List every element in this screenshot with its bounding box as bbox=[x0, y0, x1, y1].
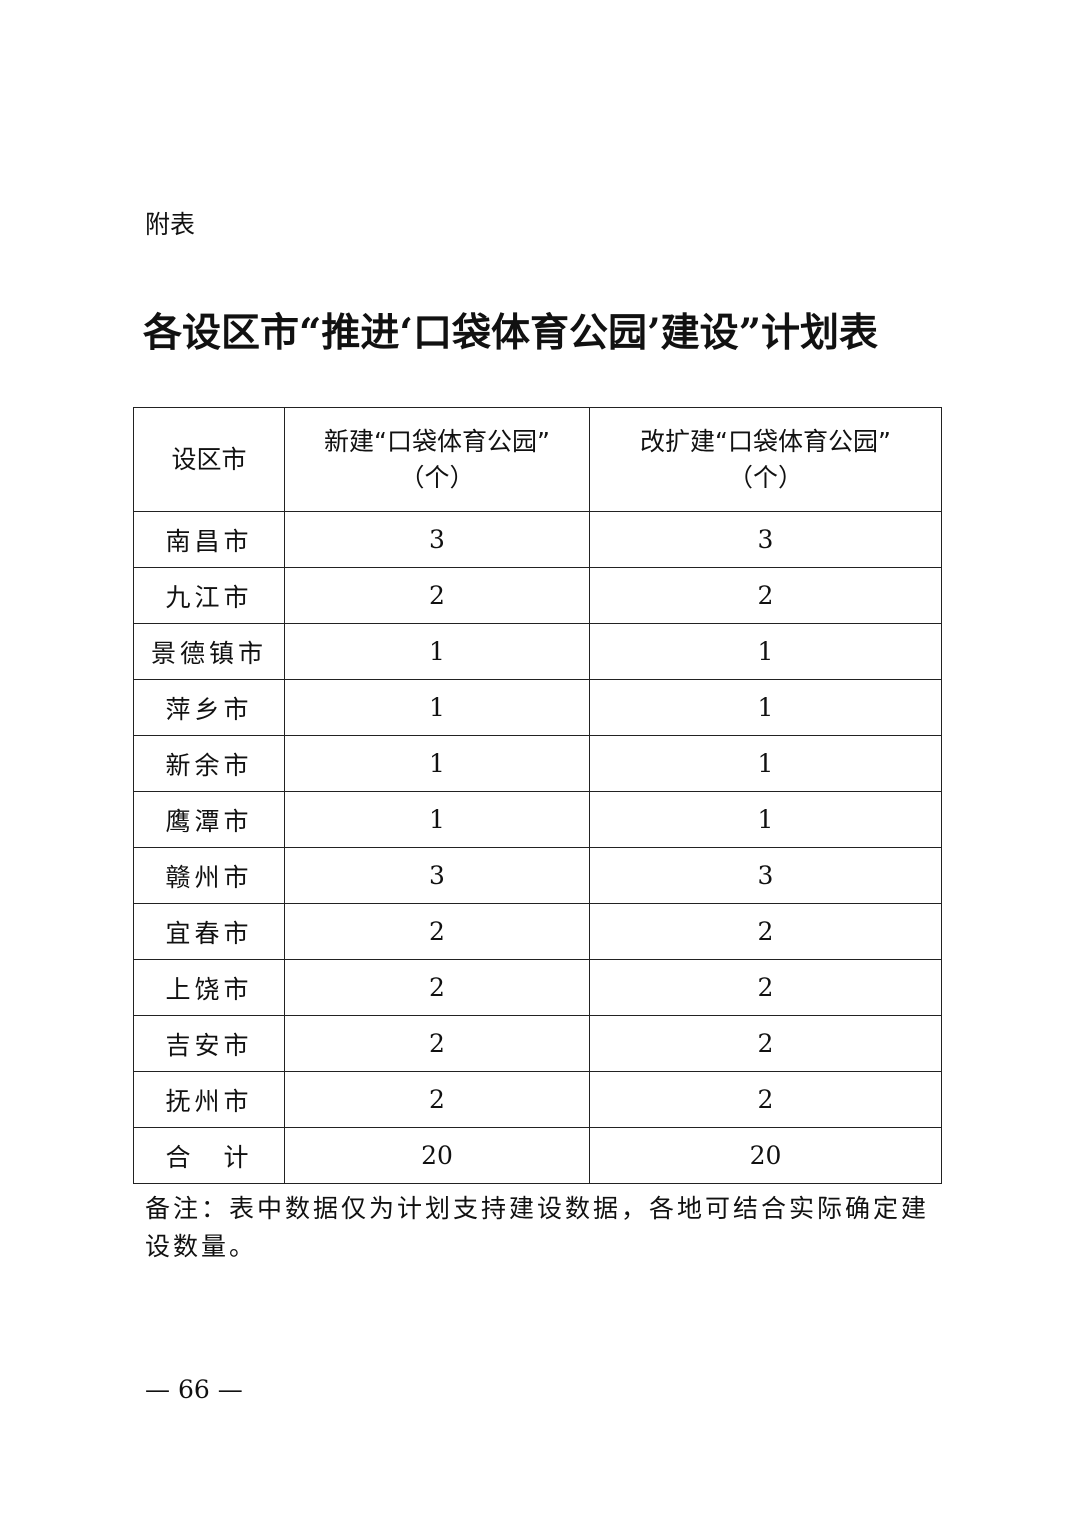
city-cell: 鹰潭市 bbox=[133, 791, 285, 848]
header-expand: 改扩建“口袋体育公园” （个） bbox=[589, 407, 942, 512]
new-count-cell: 2 bbox=[284, 567, 590, 624]
expand-count-cell: 1 bbox=[589, 679, 942, 736]
expand-count-cell: 2 bbox=[589, 567, 942, 624]
header-text: 设区市 bbox=[171, 444, 247, 474]
expand-count-cell: 1 bbox=[589, 791, 942, 848]
expand-count-cell: 2 bbox=[589, 959, 942, 1016]
table-row: 鹰潭市 1 1 bbox=[133, 791, 942, 848]
expand-count-cell: 2 bbox=[589, 903, 942, 960]
expand-count-cell: 3 bbox=[589, 847, 942, 904]
city-cell: 新余市 bbox=[133, 735, 285, 792]
expand-count-cell: 1 bbox=[589, 623, 942, 680]
expand-count-cell: 1 bbox=[589, 735, 942, 792]
header-unit: （个） bbox=[399, 462, 475, 492]
new-count-cell: 3 bbox=[284, 847, 590, 904]
header-text: 改扩建“口袋体育公园” bbox=[640, 426, 891, 456]
footnote: 备注：表中数据仅为计划支持建设数据，各地可结合实际确定建设数量。 bbox=[145, 1194, 930, 1261]
table-row: 南昌市 3 3 bbox=[133, 511, 942, 568]
table-header-row: 设区市 新建“口袋体育公园” （个） 改扩建“口袋体育公园” （个） bbox=[133, 407, 942, 512]
city-cell: 萍乡市 bbox=[133, 679, 285, 736]
page-title: 各设区市“推进‘口袋体育公园’建设”计划表 bbox=[143, 310, 879, 356]
new-count-cell: 3 bbox=[284, 511, 590, 568]
city-cell: 南昌市 bbox=[133, 511, 285, 568]
table-row: 上饶市 2 2 bbox=[133, 959, 942, 1016]
table-row: 萍乡市 1 1 bbox=[133, 679, 942, 736]
expand-count-cell: 20 bbox=[589, 1127, 942, 1184]
table-row: 抚州市 2 2 bbox=[133, 1071, 942, 1128]
header-text: 新建“口袋体育公园” bbox=[324, 426, 550, 456]
plan-table: 设区市 新建“口袋体育公园” （个） 改扩建“口袋体育公园” （个） 南昌市 3 3 九江… bbox=[133, 407, 942, 1184]
table-row: 新余市 1 1 bbox=[133, 735, 942, 792]
new-count-cell: 20 bbox=[284, 1127, 590, 1184]
new-count-cell: 2 bbox=[284, 903, 590, 960]
new-count-cell: 2 bbox=[284, 1071, 590, 1128]
city-cell: 景德镇市 bbox=[133, 623, 285, 680]
new-count-cell: 2 bbox=[284, 959, 590, 1016]
city-cell: 吉安市 bbox=[133, 1015, 285, 1072]
new-count-cell: 1 bbox=[284, 623, 590, 680]
new-count-cell: 1 bbox=[284, 735, 590, 792]
table-row: 合 计 20 20 bbox=[133, 1127, 942, 1184]
city-cell: 合 计 bbox=[133, 1127, 285, 1184]
new-count-cell: 1 bbox=[284, 791, 590, 848]
city-cell: 赣州市 bbox=[133, 847, 285, 904]
expand-count-cell: 3 bbox=[589, 511, 942, 568]
appendix-label: 附表 bbox=[145, 210, 196, 239]
city-cell: 上饶市 bbox=[133, 959, 285, 1016]
header-city: 设区市 bbox=[133, 407, 285, 512]
page-number: — 66 — bbox=[145, 1375, 243, 1404]
table-row: 宜春市 2 2 bbox=[133, 903, 942, 960]
city-cell: 宜春市 bbox=[133, 903, 285, 960]
header-new: 新建“口袋体育公园” （个） bbox=[284, 407, 590, 512]
table-row: 九江市 2 2 bbox=[133, 567, 942, 624]
table-row: 赣州市 3 3 bbox=[133, 847, 942, 904]
table-row: 吉安市 2 2 bbox=[133, 1015, 942, 1072]
new-count-cell: 2 bbox=[284, 1015, 590, 1072]
city-cell: 抚州市 bbox=[133, 1071, 285, 1128]
expand-count-cell: 2 bbox=[589, 1071, 942, 1128]
table-row: 景德镇市 1 1 bbox=[133, 623, 942, 680]
header-unit: （个） bbox=[727, 462, 803, 492]
city-cell: 九江市 bbox=[133, 567, 285, 624]
expand-count-cell: 2 bbox=[589, 1015, 942, 1072]
new-count-cell: 1 bbox=[284, 679, 590, 736]
